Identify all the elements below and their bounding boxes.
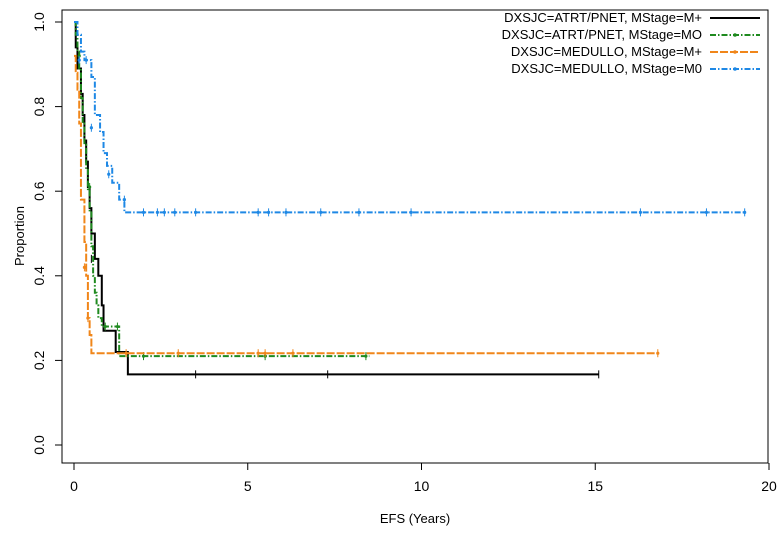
series-point — [115, 324, 120, 329]
series-point — [357, 210, 361, 214]
series-point — [141, 210, 146, 214]
series-point — [141, 354, 146, 358]
series-point — [638, 210, 643, 214]
series-point — [284, 210, 288, 214]
series-4-line — [74, 21, 745, 214]
series-point — [122, 198, 126, 202]
legend-marker — [733, 67, 737, 71]
legend: DXSJC=ATRT/PNET, MStage=M+ DXSJC=ATRT/PNE… — [502, 10, 760, 76]
y-axis: 0.0 0.2 0.4 0.6 0.8 1.0 — [31, 12, 62, 455]
series-point — [194, 210, 198, 214]
legend-label: DXSJC=ATRT/PNET, MStage=M+ — [504, 10, 702, 25]
series-point — [256, 210, 260, 214]
x-axis: 0 5 10 15 20 — [70, 463, 777, 494]
y-tick-label: 0.4 — [31, 266, 47, 286]
series-point — [89, 126, 93, 130]
series-point — [176, 351, 180, 355]
x-axis-title: EFS (Years) — [380, 511, 450, 526]
series-4 — [74, 21, 747, 217]
series-3-line — [74, 54, 658, 355]
legend-label: DXSJC=MEDULLO, MStage=M+ — [511, 44, 702, 59]
series-point — [743, 210, 747, 214]
series-point — [84, 58, 88, 62]
plot-frame — [61, 9, 769, 464]
series-3 — [74, 54, 660, 358]
series-point — [82, 265, 87, 269]
series-2 — [74, 21, 370, 361]
legend-marker — [733, 50, 737, 54]
y-axis-title: Proportion — [12, 206, 27, 266]
series-point — [107, 172, 111, 176]
x-tick-label: 15 — [587, 478, 603, 494]
y-tick-label: 1.0 — [31, 12, 47, 32]
series-point — [88, 185, 92, 189]
series-point — [656, 351, 660, 355]
series-point — [291, 351, 295, 355]
series-point — [256, 351, 260, 355]
y-tick-label: 0.8 — [31, 97, 47, 117]
series-point — [173, 210, 177, 214]
series-point — [364, 354, 368, 358]
x-tick-label: 10 — [414, 478, 430, 494]
series-point — [124, 351, 128, 355]
series-point — [162, 210, 166, 214]
series-point — [77, 54, 81, 58]
y-tick-label: 0.0 — [31, 435, 47, 455]
series-point — [263, 351, 267, 355]
y-tick-label: 0.2 — [31, 350, 47, 370]
series-point — [267, 210, 271, 214]
series-layer — [74, 21, 747, 379]
legend-label: DXSJC=MEDULLO, MStage=M0 — [511, 61, 702, 76]
legend-label: DXSJC=ATRT/PNET, MStage=MO — [502, 27, 702, 42]
series-point — [409, 210, 413, 214]
series-point — [319, 210, 323, 214]
x-tick-label: 5 — [244, 478, 252, 494]
x-tick-label: 0 — [70, 478, 78, 494]
series-point — [704, 210, 709, 214]
series-point — [155, 210, 159, 214]
x-tick-label: 20 — [761, 478, 777, 494]
series-point — [103, 324, 107, 329]
legend-marker — [733, 33, 737, 37]
y-tick-label: 0.6 — [31, 181, 47, 201]
series-point — [77, 58, 81, 62]
series-point — [86, 316, 90, 320]
